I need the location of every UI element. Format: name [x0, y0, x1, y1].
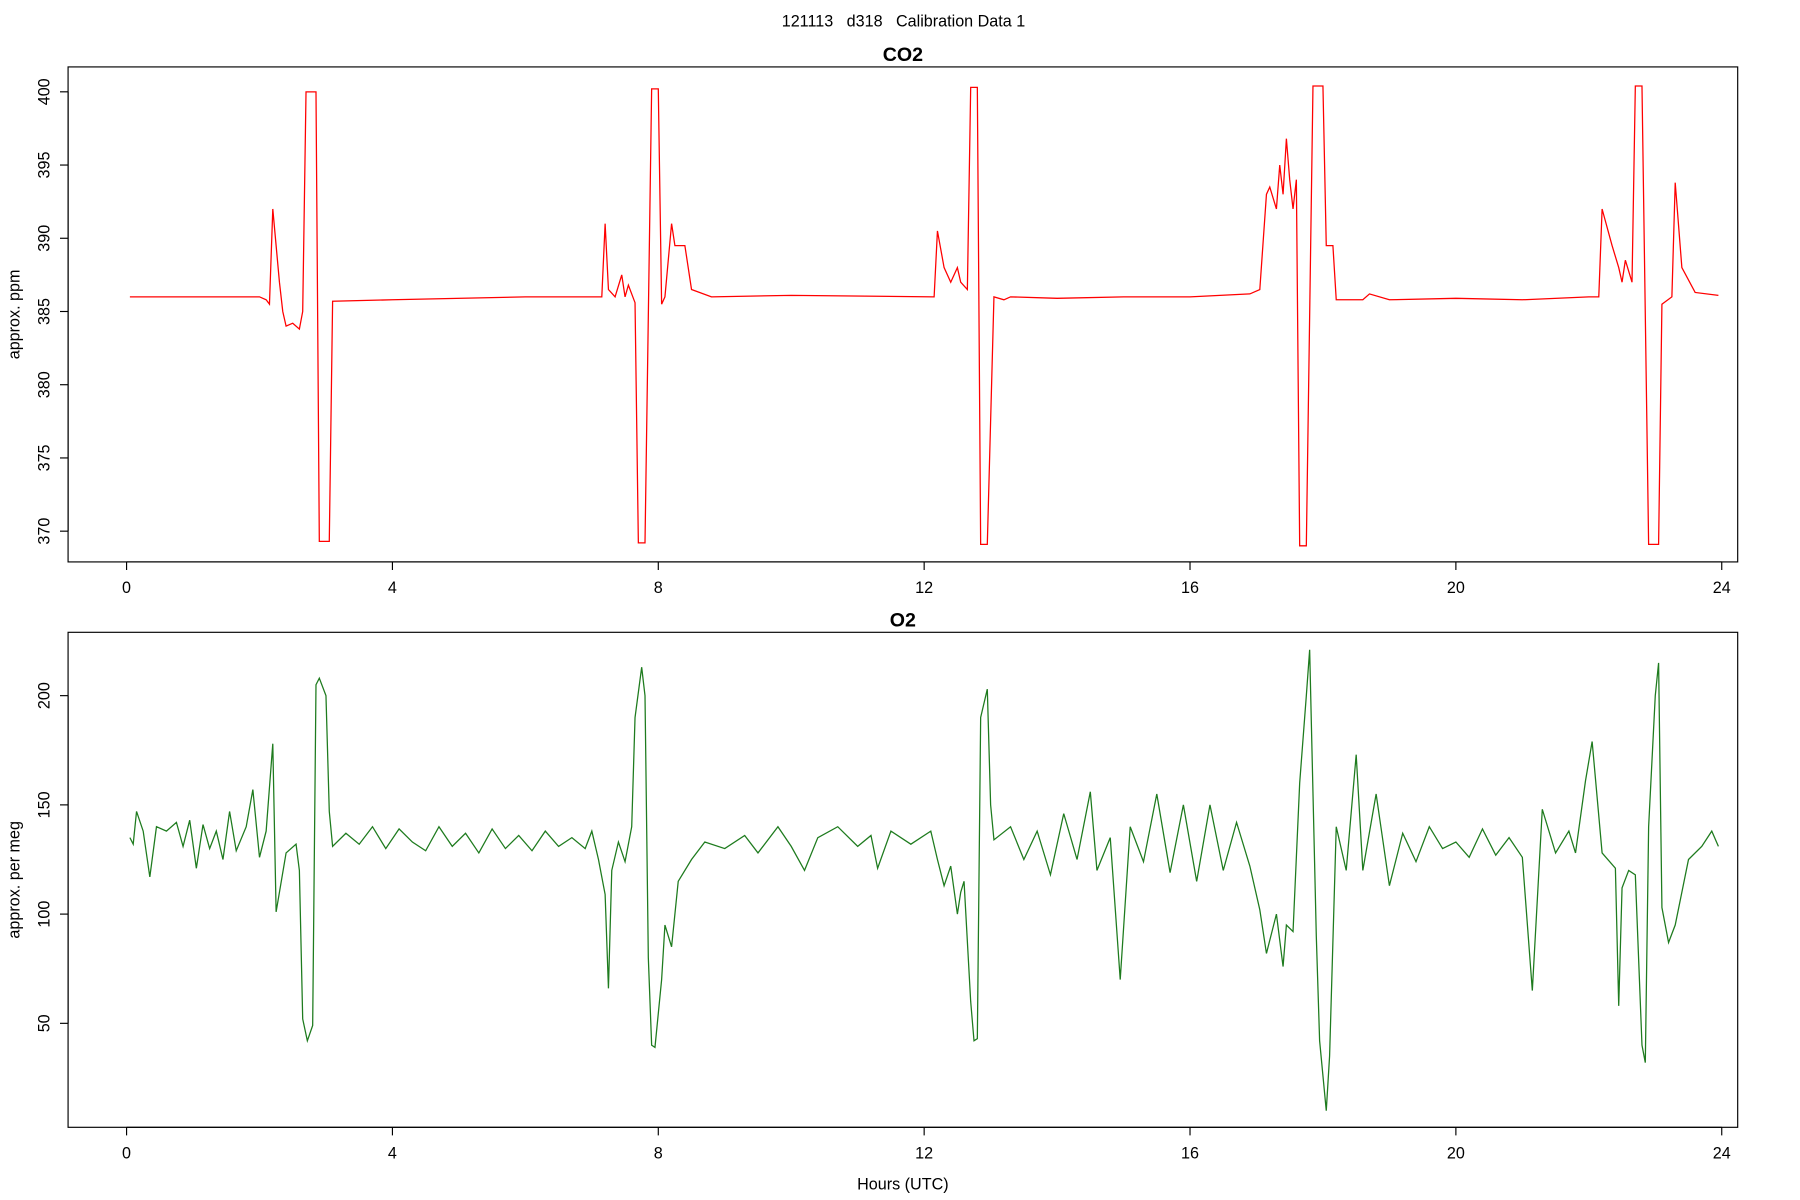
- y-tick-label: 150: [36, 791, 54, 818]
- x-tick-label: 4: [388, 1144, 397, 1162]
- x-tick-label: 24: [1713, 579, 1731, 597]
- y-tick-label: 200: [36, 682, 54, 709]
- panel-title: O2: [890, 610, 916, 632]
- x-tick-label: 8: [654, 1144, 663, 1162]
- x-tick-label: 20: [1447, 1144, 1465, 1162]
- data-line: [129, 649, 1719, 1111]
- x-tick-label: 8: [654, 579, 663, 597]
- y-tick-label: 375: [36, 444, 54, 471]
- y-axis-label: approx. ppm: [6, 270, 24, 360]
- figure-title: 121113 d318 Calibration Data 1: [782, 13, 1025, 31]
- x-tick-label: 20: [1447, 579, 1465, 597]
- y-tick-label: 100: [36, 901, 54, 928]
- figure: 121113 d318 Calibration Data 1 CO2 approx…: [6, 13, 1739, 1194]
- y-tick-label: 370: [36, 518, 54, 545]
- y-tick-label: 400: [36, 78, 54, 105]
- plot-frame: [67, 631, 1739, 1128]
- x-tick-label: 12: [915, 1144, 933, 1162]
- data-line: [129, 85, 1719, 547]
- y-tick-label: 380: [36, 371, 54, 398]
- y-tick-label: 390: [36, 225, 54, 252]
- x-tick-label: 16: [1181, 1144, 1199, 1162]
- y-tick-label: 385: [36, 298, 54, 325]
- x-axis-label: Hours (UTC): [857, 1176, 948, 1194]
- x-tick-label: 12: [915, 579, 933, 597]
- y-axis-label: approx. per meg: [6, 821, 24, 939]
- x-tick-label: 24: [1713, 1144, 1731, 1162]
- x-tick-label: 0: [122, 1144, 131, 1162]
- x-tick-label: 4: [388, 579, 397, 597]
- panel-title: CO2: [883, 44, 923, 66]
- x-tick-label: 16: [1181, 579, 1199, 597]
- x-tick-label: 0: [122, 579, 131, 597]
- y-tick-label: 50: [36, 1014, 54, 1032]
- y-tick-label: 395: [36, 152, 54, 179]
